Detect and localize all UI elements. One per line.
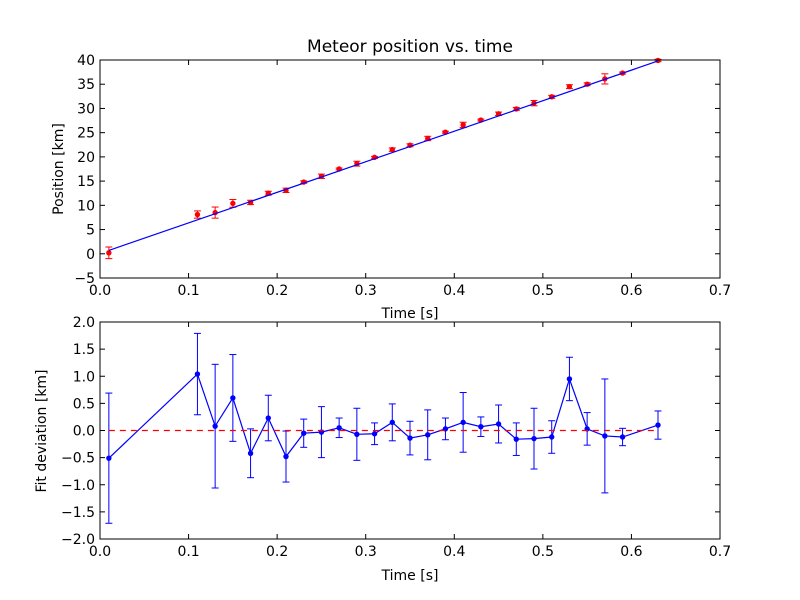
- deviation-x-tick-label: 0.6: [620, 544, 642, 560]
- position-axes-frame: [99, 59, 721, 279]
- deviation-x-axis-label: Time [s]: [381, 568, 439, 584]
- data-point: [460, 419, 466, 426]
- position-y-axis-label: Position [km]: [51, 123, 67, 215]
- deviation-panel: 0.0 0.1 0.2 0.3 0.4 0.5 0.6 0.7 −2.0 −1.5 −1.0 −0.…: [34, 315, 731, 584]
- deviation-x-tick-label: 0.4: [443, 544, 465, 560]
- deviation-y-tick-label: 0.5: [73, 396, 95, 412]
- data-point: [619, 434, 626, 440]
- position-x-tick-label: 0.2: [266, 283, 288, 299]
- deviation-y-tick-label: −1.5: [61, 505, 95, 521]
- position-y-tick-label: 5: [86, 223, 95, 239]
- data-point: [301, 430, 307, 436]
- data-point: [230, 200, 236, 207]
- position-plot-area: [100, 60, 720, 278]
- deviation-y-tick-label: −0.5: [61, 451, 95, 467]
- data-point: [655, 422, 661, 428]
- data-point: [212, 423, 218, 429]
- deviation-x-tick-label: 0.2: [266, 544, 288, 560]
- data-point: [566, 376, 573, 382]
- position-x-tick-label: 0.3: [355, 283, 377, 299]
- position-marks: [105, 57, 662, 260]
- position-x-ticks: 0.0 0.1 0.2 0.3 0.4 0.5 0.6 0.7: [89, 60, 731, 299]
- data-point: [247, 450, 254, 456]
- data-point: [495, 421, 502, 427]
- fit-line: [108, 60, 659, 251]
- position-y-tick-label: 35: [77, 77, 95, 93]
- position-y-tick-label: 15: [77, 174, 95, 190]
- data-point: [230, 395, 236, 401]
- position-y-tick-label: 30: [77, 101, 95, 117]
- position-x-tick-label: 0.7: [709, 283, 731, 299]
- data-point: [549, 434, 555, 440]
- position-x-tick-label: 0.1: [177, 283, 199, 299]
- position-y-tick-label: 25: [77, 126, 95, 142]
- position-x-tick-label: 0.6: [620, 283, 642, 299]
- data-point: [389, 146, 395, 153]
- data-point: [407, 435, 413, 441]
- deviation-x-tick-label: 0.0: [89, 544, 111, 560]
- position-x-tick-label: 0.5: [532, 283, 554, 299]
- position-y-tick-label: 0: [86, 247, 95, 263]
- position-x-axis-label: Time [s]: [381, 306, 439, 322]
- position-panel: 0.0 0.1 0.2 0.3 0.4 0.5 0.6 0.7 −5 0 5 10 15 20 25 30 3…: [51, 37, 731, 322]
- deviation-x-tick-label: 0.7: [709, 544, 731, 560]
- data-point: [194, 211, 201, 218]
- deviation-x-ticks: 0.0 0.1 0.2 0.3 0.4 0.5 0.6 0.7: [89, 322, 731, 560]
- data-point: [602, 433, 608, 439]
- deviation-x-tick-label: 0.5: [532, 544, 554, 560]
- deviation-x-tick-label: 0.3: [355, 544, 377, 560]
- deviation-y-tick-label: 1.5: [73, 342, 95, 358]
- data-point: [283, 453, 289, 460]
- position-y-ticks: −5 0 5 10 15 20 25 30 35 40: [74, 53, 720, 287]
- data-point: [425, 432, 431, 438]
- data-point: [106, 455, 112, 461]
- data-point: [513, 436, 519, 442]
- data-point: [106, 250, 112, 256]
- position-x-tick-label: 0.0: [89, 283, 111, 299]
- deviation-y-tick-label: −2.0: [61, 532, 95, 548]
- deviation-marks: [105, 332, 662, 524]
- position-y-tick-label: 40: [77, 53, 95, 69]
- deviation-y-tick-label: 1.0: [73, 369, 95, 385]
- position-y-tick-label: 20: [77, 150, 95, 166]
- deviation-y-tick-label: 2.0: [73, 315, 95, 331]
- data-point: [371, 431, 378, 437]
- data-point: [566, 83, 573, 90]
- deviation-x-tick-label: 0.1: [177, 544, 199, 560]
- position-y-tick-label: −5: [74, 271, 95, 287]
- deviation-y-axis-label: Fit deviation [km]: [34, 369, 50, 492]
- data-point: [336, 425, 342, 431]
- deviation-y-tick-label: −1.0: [61, 478, 95, 494]
- data-point: [460, 122, 466, 128]
- deviation-y-tick-label: 0.0: [73, 424, 95, 440]
- deviation-y-ticks: −2.0 −1.5 −1.0 −0.5 0.0 0.5 1.0 1.5 2.0: [61, 315, 720, 548]
- data-point: [389, 419, 395, 426]
- position-chart-title: Meteor position vs. time: [307, 37, 513, 57]
- data-point: [194, 371, 201, 377]
- position-x-tick-label: 0.4: [443, 283, 465, 299]
- data-point: [265, 415, 271, 421]
- data-point: [531, 435, 537, 442]
- position-y-tick-label: 10: [77, 198, 95, 214]
- data-point: [354, 431, 360, 437]
- data-point: [478, 424, 484, 430]
